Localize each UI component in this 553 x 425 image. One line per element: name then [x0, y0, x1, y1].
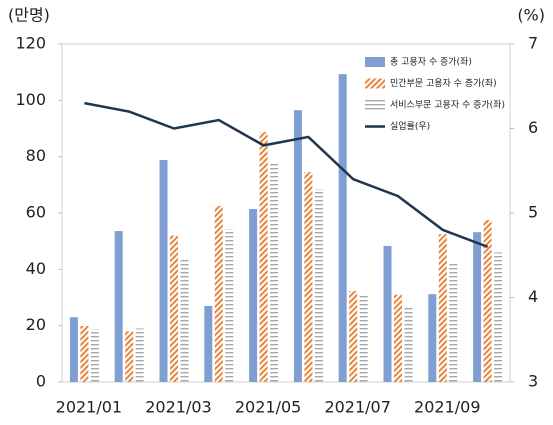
- x-tick-label: 2021/05: [235, 398, 301, 417]
- bar: [449, 263, 458, 382]
- bar: [80, 325, 89, 382]
- y-tick-label: 60: [26, 203, 46, 222]
- bar: [338, 74, 347, 382]
- y2-axis-label: (%): [517, 6, 545, 25]
- bar: [394, 294, 402, 382]
- bar: [249, 209, 258, 382]
- y-tick-label: 0: [36, 372, 46, 391]
- bar: [125, 331, 134, 382]
- bar: [314, 189, 323, 382]
- bar: [135, 328, 144, 382]
- legend-label: 실업률(우): [390, 121, 430, 132]
- y2-tick-label: 5: [528, 203, 538, 222]
- bar: [180, 259, 189, 382]
- y-tick-label: 100: [15, 90, 46, 109]
- bar: [270, 162, 279, 382]
- bar: [204, 305, 213, 382]
- legend-swatch: [365, 100, 385, 110]
- bar: [428, 294, 437, 382]
- y-axis-label: (만명): [8, 6, 50, 25]
- bar: [494, 252, 503, 382]
- bar: [359, 294, 368, 382]
- legend-swatch: [365, 57, 385, 67]
- bar: [69, 317, 78, 382]
- bar: [483, 220, 492, 382]
- bar: [114, 231, 123, 382]
- y-tick-label: 40: [26, 259, 46, 278]
- y2-tick-label: 4: [528, 287, 538, 306]
- bar: [304, 172, 313, 382]
- x-tick-label: 2021/03: [145, 398, 211, 417]
- legend-label: 총 고용자 수 증가(좌): [390, 57, 472, 68]
- x-tick-label: 2021/01: [56, 398, 122, 417]
- y-tick-label: 80: [26, 146, 46, 165]
- bar: [225, 229, 234, 382]
- bar: [473, 232, 482, 382]
- y-tick-label: 120: [15, 34, 46, 53]
- bar: [293, 110, 302, 383]
- line: [84, 101, 489, 248]
- legend-swatch: [365, 78, 385, 89]
- legend-label: 서비스부문 고용자 수 증가(좌): [390, 100, 505, 111]
- bar: [438, 234, 447, 382]
- bar: [159, 160, 168, 382]
- bar: [214, 205, 223, 382]
- y2-tick-label: 3: [528, 372, 538, 391]
- y2-tick-label: 6: [528, 118, 538, 137]
- y2-tick-label: 7: [528, 34, 538, 53]
- bar: [90, 329, 99, 382]
- bar: [404, 305, 413, 382]
- y-tick-label: 20: [26, 315, 46, 334]
- x-tick-label: 2021/07: [324, 398, 390, 417]
- bar: [383, 245, 392, 382]
- legend-label: 민간부문 고용자 수 증가(좌): [390, 78, 497, 89]
- x-tick-label: 2021/09: [414, 398, 480, 417]
- bar: [349, 291, 358, 382]
- bar: [170, 235, 178, 382]
- bar: [259, 132, 268, 382]
